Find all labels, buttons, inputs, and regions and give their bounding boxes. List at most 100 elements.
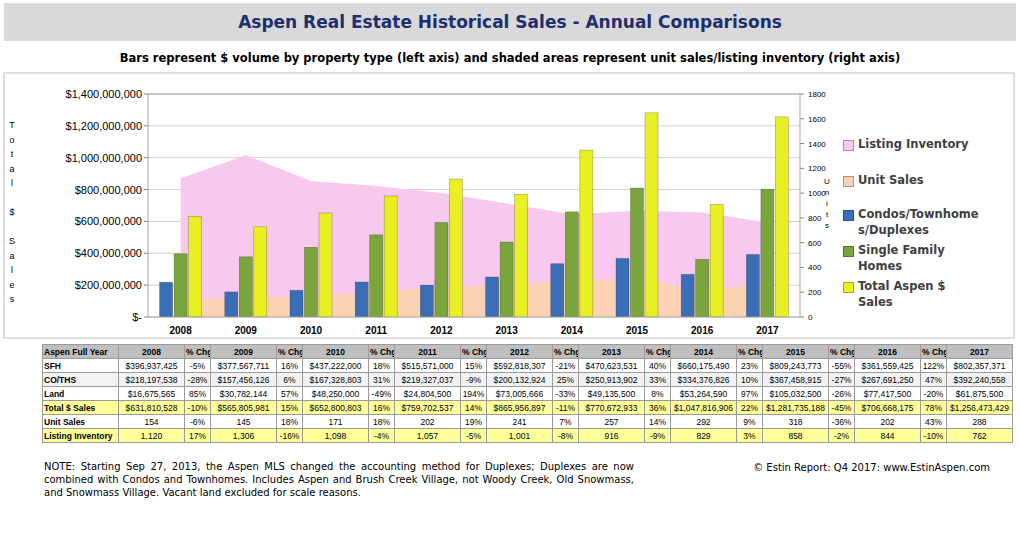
table-cell: 22% — [737, 401, 763, 415]
y2-axis-title-char: n — [825, 188, 829, 197]
table-cell: 10% — [737, 373, 763, 387]
table-cell: 145 — [211, 415, 277, 429]
bar — [319, 213, 332, 317]
y-tick-label: $800,000,000 — [75, 184, 142, 196]
y-axis-title-char: S — [9, 236, 15, 246]
table-cell: $167,328,803 — [303, 373, 369, 387]
table-cell: 78% — [921, 401, 947, 415]
table-cell: 47% — [921, 373, 947, 387]
table-cell: $770,672,933 — [579, 401, 645, 415]
table-cell: 762 — [947, 429, 1013, 443]
table-cell: Listing Inventory — [43, 429, 119, 443]
y2-axis-title-char: s — [825, 221, 829, 230]
y2-tick-label: 1400 — [808, 140, 826, 149]
table-row: SFH$396,937,425-5%$377,567,71116%$437,22… — [43, 359, 1013, 373]
y-tick — [144, 285, 148, 286]
table-cell: 8% — [645, 387, 671, 401]
y-tick — [144, 94, 148, 95]
table-cell: -27% — [829, 373, 855, 387]
table-cell: 1,001 — [487, 429, 553, 443]
x-tick-label: 2017 — [756, 325, 779, 336]
area — [181, 155, 768, 317]
table-cell: $396,937,425 — [119, 359, 185, 373]
table-cell: -36% — [829, 415, 855, 429]
table-cell: -10% — [921, 429, 947, 443]
bar — [254, 227, 267, 317]
table-cell: 858 — [763, 429, 829, 443]
table-cell: $470,623,531 — [579, 359, 645, 373]
y-tick-label: $1,400,000,000 — [66, 88, 142, 100]
y-axis-title-char: t — [11, 149, 14, 159]
table-cell: 9% — [737, 415, 763, 429]
table-header-cell: % Chg — [369, 345, 395, 359]
table-cell: 202 — [395, 415, 461, 429]
table-cell: $652,800,803 — [303, 401, 369, 415]
table-cell: 1,306 — [211, 429, 277, 443]
table-cell: -21% — [553, 359, 579, 373]
table-cell: $759,702,537 — [395, 401, 461, 415]
table-header-cell: 2014 — [671, 345, 737, 359]
table-header-cell: % Chg — [921, 345, 947, 359]
bar — [435, 223, 448, 317]
y-axis-title-char: s — [10, 294, 15, 304]
table-cell: $16,675,565 — [119, 387, 185, 401]
bar — [239, 257, 252, 317]
table-cell: $515,571,000 — [395, 359, 461, 373]
legend-label: Unit Sales — [858, 172, 982, 188]
table-cell: 292 — [671, 415, 737, 429]
y-axis-title-char: $ — [9, 207, 14, 217]
table-cell: -11% — [553, 401, 579, 415]
table-cell: $392,240,558 — [947, 373, 1013, 387]
table-cell: $706,668,175 — [855, 401, 921, 415]
table-cell: 1,098 — [303, 429, 369, 443]
table-header-row: Aspen Full Year2008% Chg2009% Chg2010% C… — [43, 345, 1013, 359]
table-cell: $1,047,816,906 — [671, 401, 737, 415]
y-tick-label: $400,000,000 — [75, 247, 142, 259]
table-header-cell: 2015 — [763, 345, 829, 359]
x-tick-label: 2008 — [169, 325, 192, 336]
y2-tick — [800, 168, 804, 169]
table-cell: 318 — [763, 415, 829, 429]
credit: © Estin Report: Q4 2017: www.EstinAspen.… — [753, 462, 990, 473]
table-header-cell: % Chg — [461, 345, 487, 359]
table-cell: 241 — [487, 415, 553, 429]
y-axis-title-char: a — [9, 164, 14, 174]
table-cell: $267,691,250 — [855, 373, 921, 387]
y2-tick-label: 400 — [808, 263, 822, 272]
table-cell: -20% — [921, 387, 947, 401]
bar — [775, 117, 788, 317]
y2-axis-title: Units — [824, 177, 830, 230]
table-cell: $77,417,500 — [855, 387, 921, 401]
table-cell: $631,810,528 — [119, 401, 185, 415]
bar — [551, 264, 564, 317]
y-axis-title-char: a — [9, 251, 14, 261]
y-tick — [144, 221, 148, 222]
y-axis-title-char: l — [11, 265, 13, 275]
table-header-cell: 2012 — [487, 345, 553, 359]
table-cell: 844 — [855, 429, 921, 443]
table-cell: CO/THS — [43, 373, 119, 387]
table-cell: $565,805,981 — [211, 401, 277, 415]
table-row: Listing Inventory1,12017%1,306-16%1,098-… — [43, 429, 1013, 443]
table-cell: 16% — [277, 359, 303, 373]
table-cell: $30,782,144 — [211, 387, 277, 401]
table-row: Total $ Sales$631,810,528-10%$565,805,98… — [43, 401, 1013, 415]
y2-axis-title-char: U — [824, 177, 830, 186]
table-header-cell: 2008 — [119, 345, 185, 359]
table-cell: -5% — [461, 429, 487, 443]
legend-label: Single Family Homes — [858, 242, 982, 274]
y2-tick-label: 200 — [808, 288, 822, 297]
bar — [515, 194, 528, 317]
y2-tick-label: 1600 — [808, 115, 826, 124]
table-cell: 916 — [579, 429, 645, 443]
table-cell: 15% — [277, 401, 303, 415]
y-axis-title-char: T — [9, 120, 15, 130]
subtitle: Bars represent $ volume by property type… — [0, 51, 1020, 65]
y-tick-label: $600,000,000 — [75, 215, 142, 227]
chart-frame — [4, 73, 1014, 338]
table-cell: $377,567,711 — [211, 359, 277, 373]
table-header-cell: 2009 — [211, 345, 277, 359]
table-cell: -5% — [185, 359, 211, 373]
area — [181, 278, 768, 317]
y-axis-title-char: e — [9, 280, 14, 290]
